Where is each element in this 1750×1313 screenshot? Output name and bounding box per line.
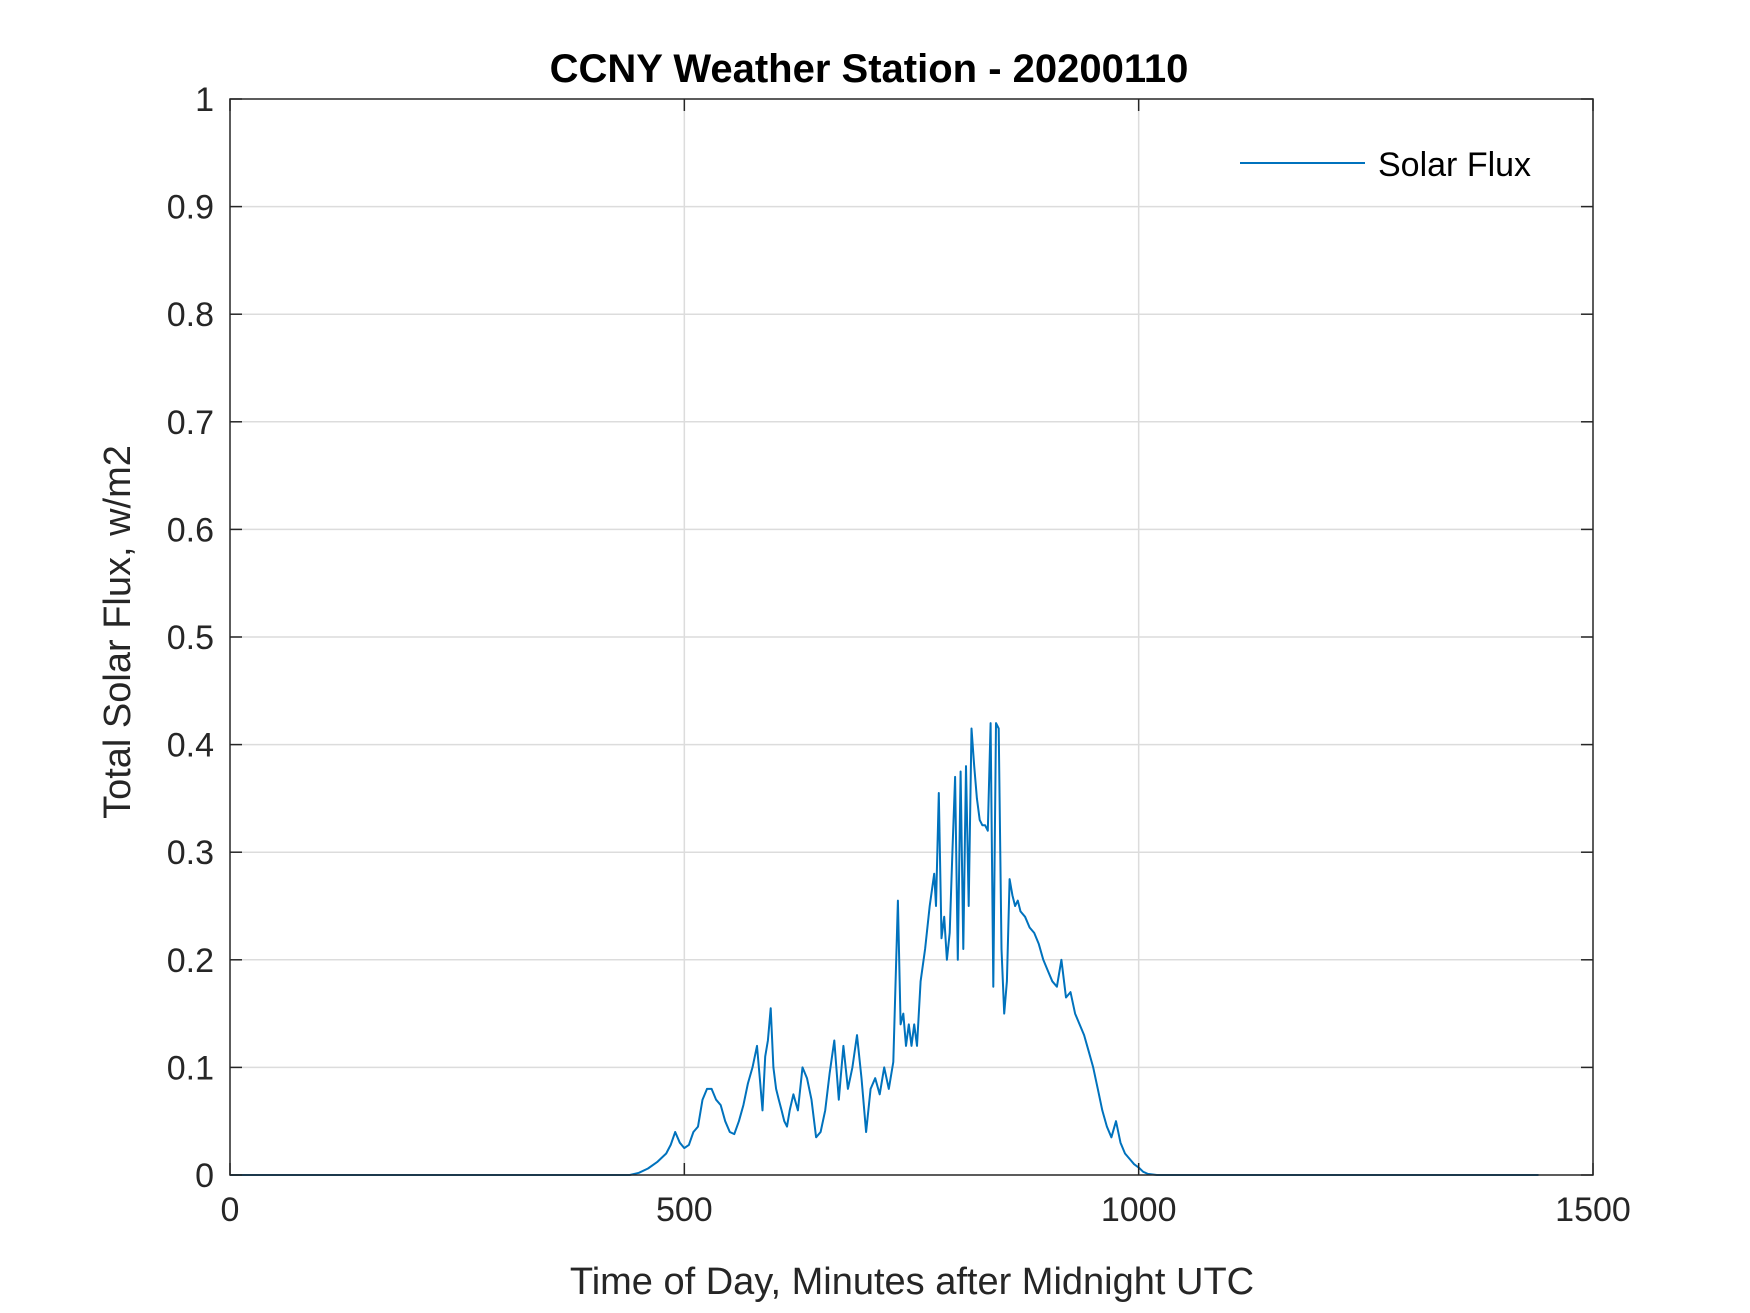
y-tick-label-2: 0.2 [167, 942, 214, 980]
legend: Solar Flux [1240, 146, 1531, 184]
y-tick-label-4: 0.4 [167, 727, 214, 765]
x-tick-label-2: 1000 [1101, 1191, 1177, 1229]
y-tick-label-6: 0.6 [167, 511, 214, 549]
x-tick-label-3: 1500 [1555, 1191, 1631, 1229]
y-tick-label-3: 0.3 [167, 834, 214, 872]
x-tick-label-0: 0 [221, 1191, 240, 1229]
y-tick-label-9: 0.9 [167, 189, 214, 227]
y-tick-label-10: 1 [195, 81, 214, 119]
x-tick-label-1: 500 [656, 1191, 713, 1229]
y-tick-label-0: 0 [195, 1157, 214, 1195]
chart-title: CCNY Weather Station - 20200110 [550, 47, 1189, 91]
legend-entry-solar-flux: Solar Flux [1378, 146, 1531, 184]
series-layer [230, 722, 1539, 1176]
y-axis-label: Total Solar Flux, w/m2 [97, 445, 139, 819]
axes-frame [229, 98, 1594, 1176]
y-tick-label-1: 0.1 [167, 1049, 214, 1087]
tick-labels: 0 500 1000 1500 0 0.1 0.2 0.3 0.4 0.5 0.6 0.7 0.8 0.9… [167, 81, 1631, 1229]
y-tick-label-8: 0.8 [167, 296, 214, 334]
series-line-solar-flux [230, 722, 1539, 1176]
x-axis-label: Time of Day, Minutes after Midnight UTC [570, 1261, 1254, 1303]
y-tick-label-5: 0.5 [167, 619, 214, 657]
grid-lines [230, 99, 1593, 1175]
y-tick-label-7: 0.7 [167, 404, 214, 442]
